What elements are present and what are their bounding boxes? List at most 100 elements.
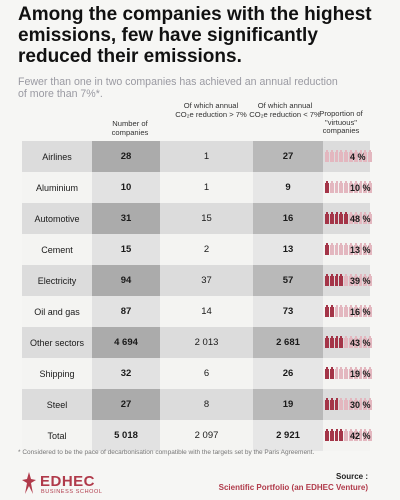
building-icon: [339, 273, 344, 286]
building-icon: [358, 397, 363, 410]
building-icon: [334, 397, 339, 410]
building-icon: [363, 149, 368, 162]
proportion-percent: 30 %: [350, 399, 371, 410]
building-icon: [368, 242, 372, 255]
building-icon: [344, 149, 348, 162]
building-icon: [363, 211, 368, 224]
cell-number-of-companies: 87: [92, 296, 160, 327]
building-icon: [348, 180, 353, 193]
cell-number-of-companies: 94: [92, 265, 160, 296]
building-icon: [329, 180, 334, 193]
building-icon: [325, 149, 329, 162]
building-icon: [329, 428, 334, 441]
building-icon: [363, 335, 368, 348]
building-icon: [344, 366, 348, 379]
building-icon: [339, 428, 344, 441]
building-icon: [344, 335, 348, 348]
building-icon: [339, 366, 344, 379]
cell-number-of-companies: 15: [92, 234, 160, 265]
cell-number-of-companies: 32: [92, 358, 160, 389]
sector-label: Steel: [46, 399, 68, 410]
building-icon: [363, 397, 368, 410]
building-icon: [325, 335, 329, 348]
building-icon: [368, 180, 372, 193]
proportion-percent: 43 %: [350, 337, 371, 348]
cell-reduction-gt7: 2: [203, 244, 210, 255]
building-icon: [344, 304, 348, 317]
building-icon: [353, 180, 358, 193]
building-icon: [358, 149, 363, 162]
table-row: Electricity 94 37 57: [22, 265, 372, 296]
table-row: Shipping 32 6 26: [22, 358, 372, 389]
header-proportion-virtuous: Proportion of "virtuous" companies: [319, 109, 363, 136]
building-icon: [334, 304, 339, 317]
building-icon: [353, 428, 358, 441]
cell-reduction-gt7: 2 013: [194, 337, 219, 348]
building-icon: [358, 273, 363, 286]
proportion-icons: [323, 296, 373, 327]
edhec-logo-mark-icon: [22, 472, 36, 494]
proportion-percent: 13 %: [350, 244, 371, 255]
header-reduction-lt7: Of which annual CO₂e reduction < 7%: [249, 101, 321, 119]
cell-reduction-lt7: 57: [253, 265, 323, 296]
building-icon: [339, 180, 344, 193]
cell-reduction-lt7: 26: [253, 358, 323, 389]
building-icon: [339, 149, 344, 162]
building-icon: [344, 273, 348, 286]
building-icon: [358, 211, 363, 224]
building-icon: [334, 180, 339, 193]
building-icon: [348, 304, 353, 317]
building-icon: [325, 273, 329, 286]
proportion-percent: 16 %: [350, 306, 371, 317]
building-icon: [334, 242, 339, 255]
building-icon: [344, 242, 348, 255]
proportion-icons: [323, 203, 373, 234]
proportion-percent: 19 %: [350, 368, 371, 379]
building-icon: [358, 304, 363, 317]
building-icon: [325, 180, 329, 193]
building-icon: [368, 335, 372, 348]
proportion-percent: 4 %: [350, 151, 366, 162]
building-icon: [363, 428, 368, 441]
table-row: Other sectors 4 694 2 013 2 681: [22, 327, 372, 358]
cell-reduction-lt7: 73: [253, 296, 323, 327]
cell-reduction-gt7: 1: [203, 151, 210, 162]
cell-reduction-lt7: 2 681: [253, 327, 323, 358]
building-icon: [325, 242, 329, 255]
building-icon: [348, 335, 353, 348]
proportion-icons: [323, 172, 373, 203]
building-icon: [334, 149, 339, 162]
table-row: Aluminium 10 1 9: [22, 172, 373, 203]
building-icon: [329, 211, 334, 224]
building-icon: [358, 366, 363, 379]
proportion-percent: 39 %: [350, 275, 371, 286]
building-icon: [363, 366, 368, 379]
building-icon: [329, 397, 334, 410]
building-icon: [339, 397, 344, 410]
infographic-title: Among the companies with the highest emi…: [18, 4, 372, 67]
building-icon: [325, 211, 329, 224]
building-icon: [363, 273, 368, 286]
building-icon: [329, 335, 334, 348]
building-icon: [325, 397, 329, 410]
logo-name: EDHEC: [40, 473, 96, 490]
building-icon: [368, 366, 372, 379]
table-row: Steel 27 8 19: [22, 389, 372, 420]
proportion-icons: [323, 141, 373, 172]
table-row: Total 5 018 2 097 2 921: [22, 420, 372, 451]
proportion-icons: [323, 234, 373, 265]
building-icon: [353, 273, 358, 286]
building-icon: [368, 273, 372, 286]
sector-label: Shipping: [39, 368, 75, 379]
building-icon: [325, 366, 329, 379]
building-icon: [358, 428, 363, 441]
table-row: Oil and gas 87 14 73: [22, 296, 373, 327]
infographic-subtitle: Fewer than one in two companies has achi…: [18, 76, 338, 100]
cell-number-of-companies: 27: [92, 389, 160, 420]
building-icon: [368, 304, 372, 317]
cell-reduction-lt7: 13: [253, 234, 323, 265]
building-icon: [348, 428, 353, 441]
proportion-percent: 42 %: [350, 430, 371, 441]
cell-reduction-gt7: 15: [201, 213, 212, 224]
cell-number-of-companies: 10: [92, 172, 160, 203]
